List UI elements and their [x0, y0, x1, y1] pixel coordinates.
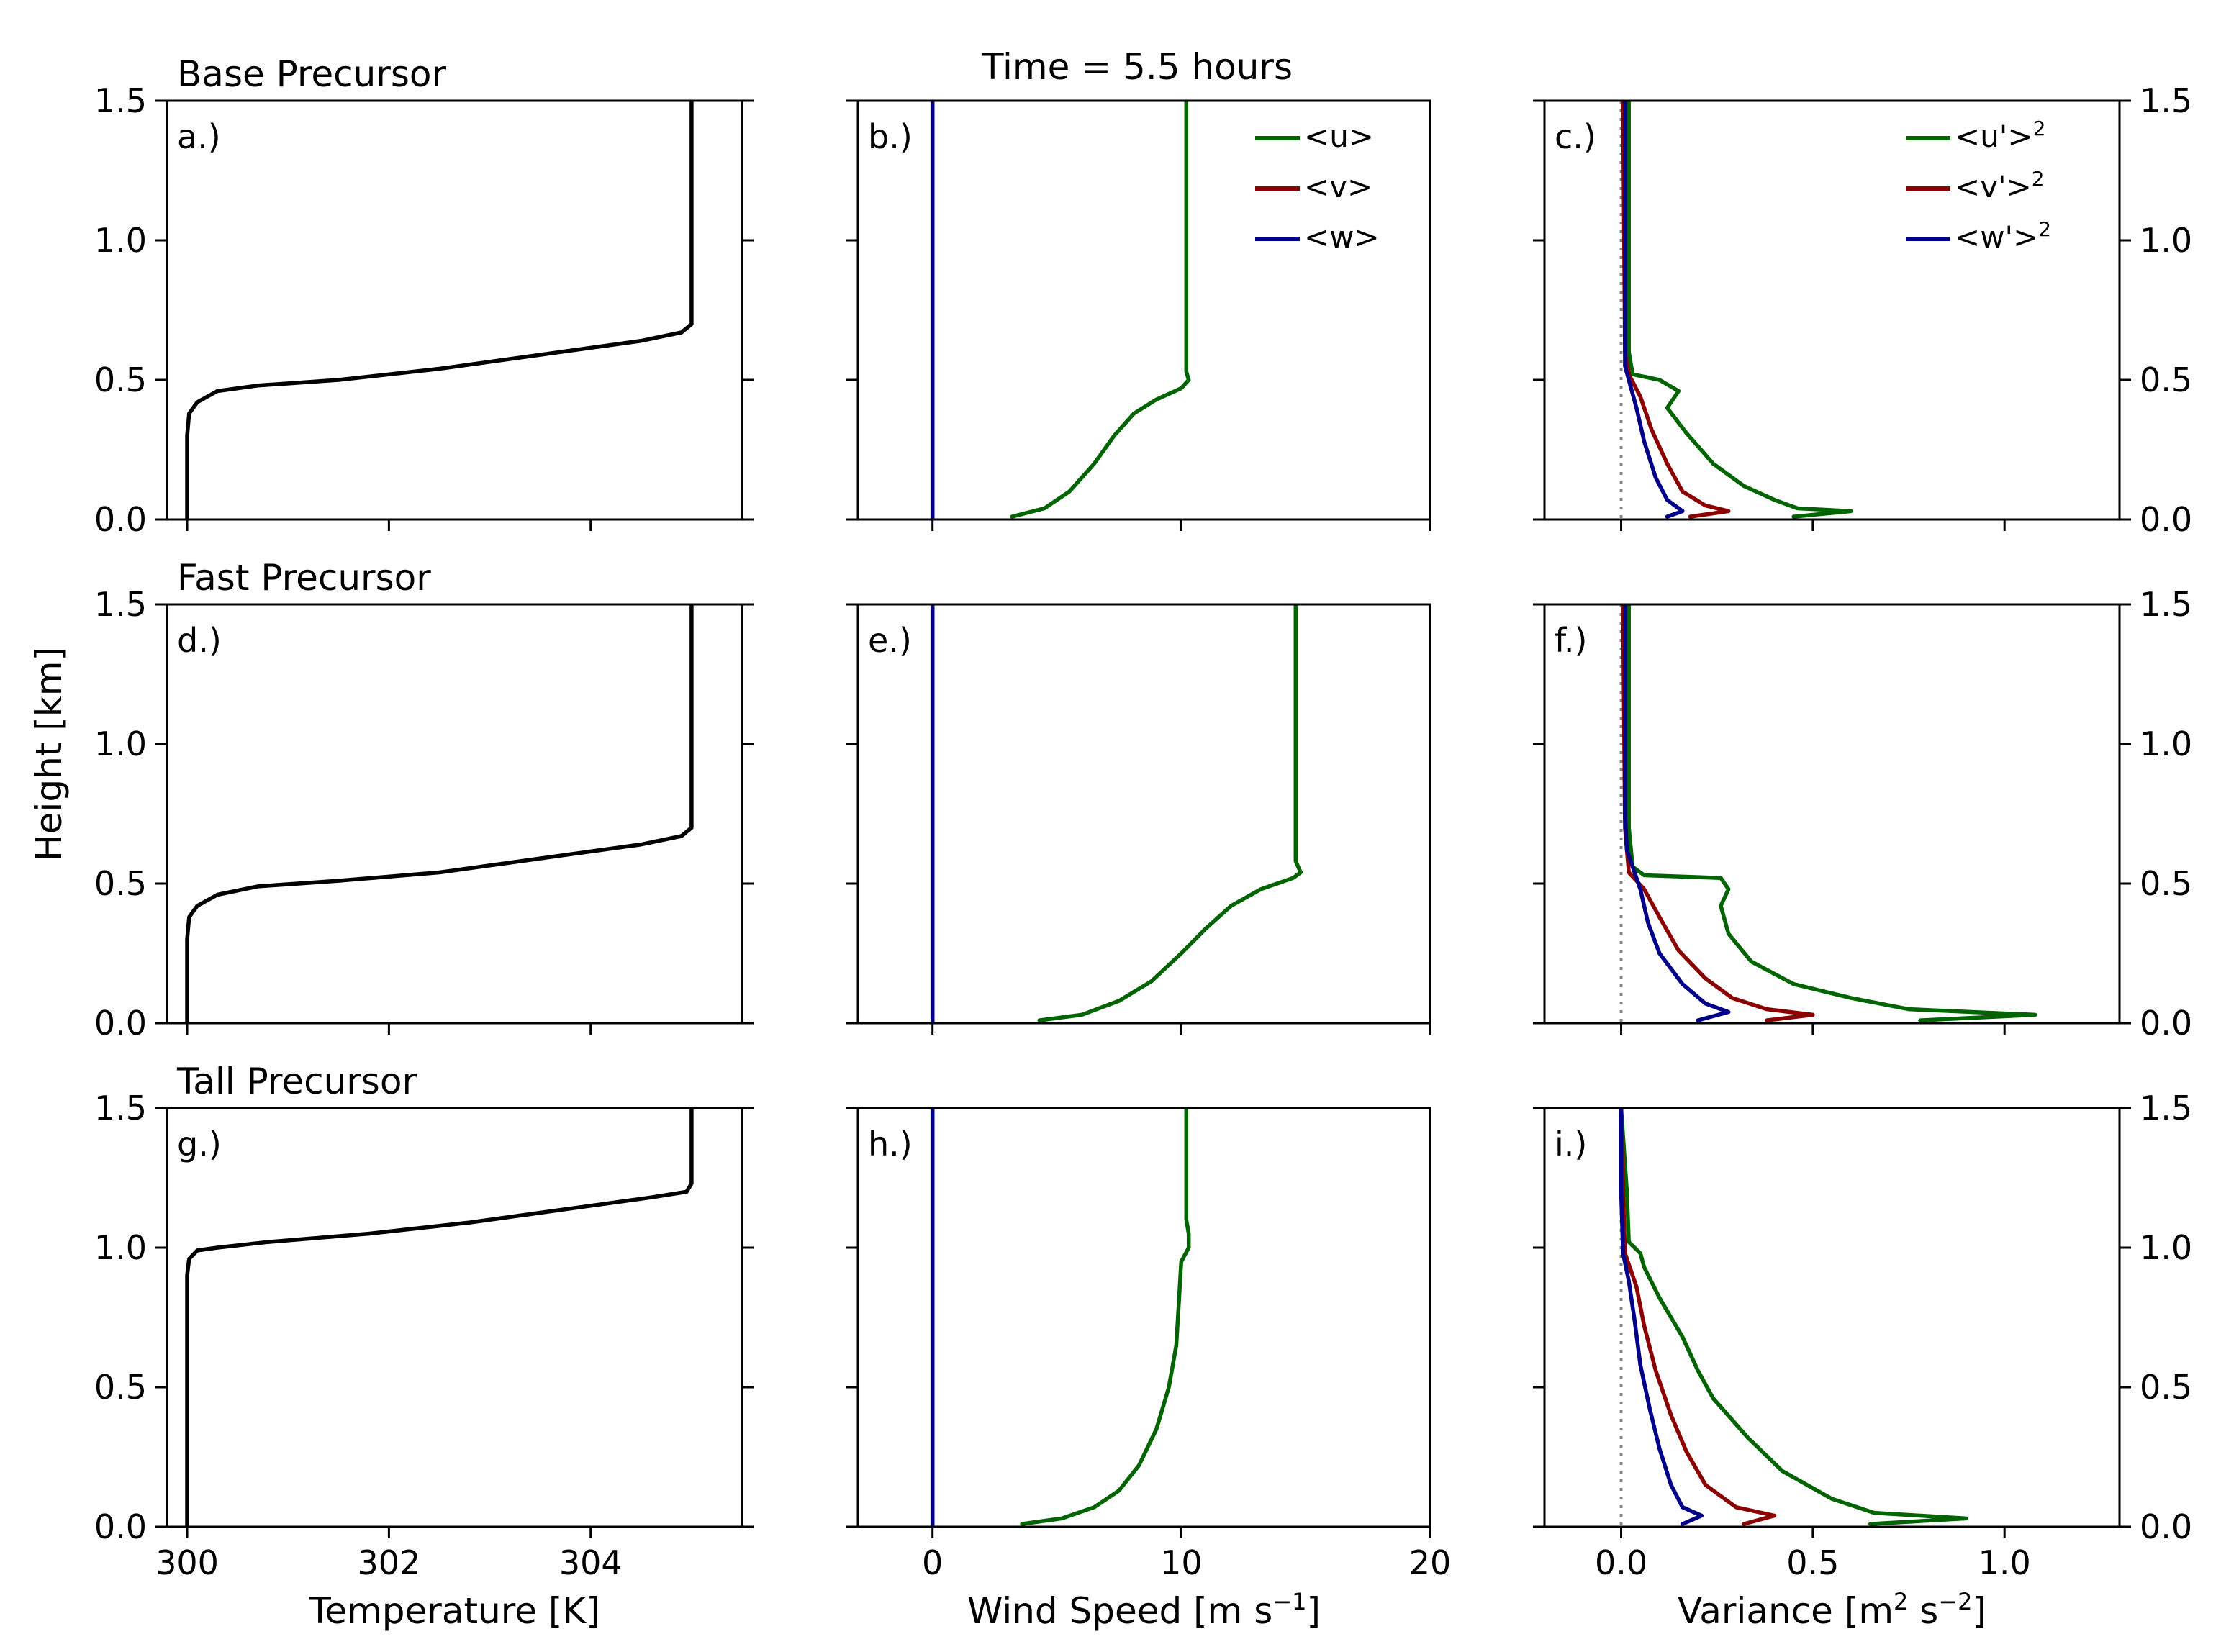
panel-label: i.) — [1555, 1125, 1587, 1163]
panel-frame — [856, 1107, 1431, 1528]
y-tick-label: 1.0 — [94, 725, 147, 763]
y-tick-label-right: 0.0 — [2140, 1004, 2192, 1043]
legend-entry: <v'>2 — [1955, 167, 2045, 205]
y-tick-label-right: 0.5 — [2140, 1368, 2192, 1407]
y-tick-label-right: 0.0 — [2140, 1507, 2192, 1546]
y-tick-label-right: 1.0 — [2140, 221, 2192, 260]
y-tick-label-right: 1.5 — [2140, 585, 2192, 624]
y-axis-label: Height [km] — [28, 647, 70, 861]
panel-label: d.) — [177, 621, 222, 660]
panel-d: 0.0 0.5 1.0 1.5 d.) — [94, 585, 754, 1043]
panel-label: h.) — [868, 1125, 913, 1163]
panel-a: 0.0 0.5 1.0 1.5 a.) — [94, 81, 754, 539]
y-tick-label: 1.0 — [94, 221, 147, 260]
panel-i: 0.0 0.5 1.0 0.0 0.5 1.0 1.5 i.) Variance [m2 s−2… — [1533, 1089, 2192, 1632]
panel-frame — [1543, 1107, 2121, 1528]
y-tick-label: 0.5 — [94, 864, 147, 903]
panel-h: 0 10 20 h.) Wind Speed [m s−1] — [846, 1107, 1452, 1632]
y-tick-label: 0.0 — [94, 500, 147, 539]
panel-frame — [1543, 99, 2121, 521]
series-line-2 — [1623, 604, 1731, 1022]
row-title-2: Tall Precursor — [176, 1061, 417, 1102]
y-tick-label: 1.0 — [94, 1228, 147, 1267]
series-line-0 — [1010, 101, 1191, 519]
x-tick-label: 302 — [357, 1543, 420, 1582]
panel-f: 0.0 0.5 1.0 1.5 f.) — [1533, 585, 2192, 1043]
x-tick-label: 10 — [1160, 1543, 1203, 1582]
y-tick-label: 1.5 — [94, 81, 147, 120]
panel-label: a.) — [177, 117, 221, 156]
x-tick-label: 20 — [1409, 1543, 1452, 1582]
panel-label: f.) — [1555, 621, 1587, 660]
x-tick-label: 1.0 — [1978, 1543, 2031, 1582]
series-line-0 — [1619, 1108, 1968, 1526]
figure-title: Time = 5.5 hours — [981, 46, 1293, 88]
y-tick-label-right: 0.5 — [2140, 864, 2192, 903]
legend: <u> <v> <w> — [1255, 119, 1380, 255]
panel-e: e.) — [846, 603, 1431, 1035]
y-tick-label: 0.0 — [94, 1507, 147, 1546]
x-axis-label: Variance [m2 s−2] — [1678, 1588, 1986, 1632]
panel-frame — [166, 1107, 743, 1528]
panel-frame — [856, 603, 1431, 1025]
y-tick-label-right: 0.5 — [2140, 360, 2192, 399]
y-tick-label-right: 1.0 — [2140, 1228, 2192, 1267]
series-line-0 — [185, 604, 694, 1023]
panel-label: c.) — [1555, 117, 1596, 156]
y-tick-label-right: 1.0 — [2140, 725, 2192, 763]
panel-b: b.) <u> <v> <w> — [846, 99, 1431, 531]
legend-entry: <w> — [1304, 219, 1380, 255]
series-line-0 — [185, 1108, 694, 1527]
y-tick-label-right: 1.5 — [2140, 81, 2192, 120]
panel-frame — [166, 603, 743, 1025]
y-tick-label-right: 1.5 — [2140, 1089, 2192, 1127]
x-axis-label: Wind Speed [m s−1] — [967, 1588, 1321, 1632]
y-tick-label: 1.5 — [94, 1089, 147, 1127]
panel-g: 300 302 304 0.0 0.5 1.0 1.5 g.) Temperature [K] — [94, 1089, 754, 1632]
legend-entry: <v> — [1304, 169, 1372, 204]
legend: <u'>2 <v'>2 <w'>2 — [1906, 117, 2051, 255]
x-tick-label: 0.5 — [1786, 1543, 1839, 1582]
row-title-1: Fast Precursor — [177, 557, 431, 599]
panel-grid: Base Precursor 0.0 0.5 1.0 1.5 a.) b.) <u> <v> <w… — [94, 53, 2192, 1632]
panel-frame — [856, 99, 1431, 521]
panel-c: 0.0 0.5 1.0 1.5 c.) <u'>2 <v'>2 <w'>2 — [1533, 81, 2192, 539]
series-line-0 — [1627, 101, 1853, 519]
x-axis-label: Temperature [K] — [308, 1590, 600, 1632]
x-tick-label: 0 — [922, 1543, 943, 1582]
x-tick-label: 0.0 — [1595, 1543, 1647, 1582]
y-tick-label: 0.5 — [94, 360, 147, 399]
y-tick-label: 1.5 — [94, 585, 147, 624]
series-line-2 — [1623, 101, 1685, 519]
legend-entry: <u> — [1304, 119, 1374, 154]
panel-label: e.) — [868, 621, 912, 660]
x-tick-label: 300 — [155, 1543, 219, 1582]
y-tick-label-right: 0.0 — [2140, 500, 2192, 539]
series-line-0 — [185, 101, 694, 519]
row-title-0: Base Precursor — [177, 53, 447, 95]
series-line-0 — [1037, 604, 1303, 1022]
panel-frame — [166, 99, 743, 521]
y-tick-label: 0.5 — [94, 1368, 147, 1407]
series-line-0 — [1020, 1108, 1191, 1526]
y-tick-label: 0.0 — [94, 1004, 147, 1043]
panel-label: b.) — [868, 117, 913, 156]
panel-frame — [1543, 603, 2121, 1025]
panel-label: g.) — [177, 1125, 222, 1163]
legend-entry: <w'>2 — [1955, 217, 2051, 255]
legend-entry: <u'>2 — [1955, 117, 2045, 155]
series-line-2 — [1619, 1108, 1704, 1526]
x-tick-label: 304 — [559, 1543, 623, 1582]
